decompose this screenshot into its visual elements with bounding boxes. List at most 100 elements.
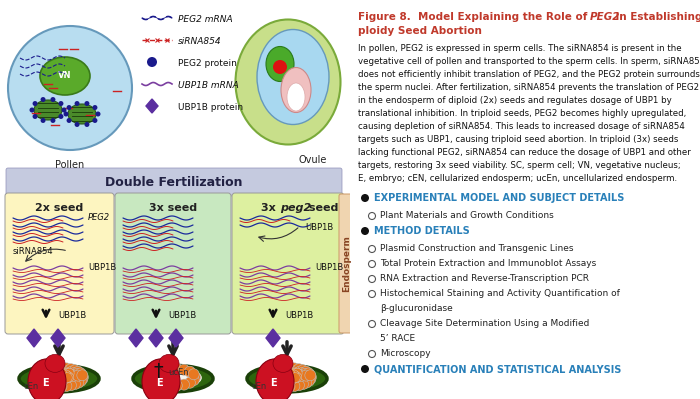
Circle shape: [41, 97, 46, 102]
Circle shape: [291, 365, 302, 376]
Circle shape: [75, 122, 80, 127]
Circle shape: [289, 368, 299, 378]
Circle shape: [190, 372, 200, 383]
Circle shape: [66, 118, 71, 123]
Circle shape: [258, 373, 270, 385]
Text: METHOD DETAILS: METHOD DETAILS: [374, 226, 470, 236]
Text: vegetative cell of pollen and transported to the sperm cells. In sperm, siRNA854: vegetative cell of pollen and transporte…: [358, 57, 700, 66]
Ellipse shape: [257, 30, 329, 124]
Circle shape: [280, 369, 290, 379]
Ellipse shape: [256, 359, 294, 399]
Circle shape: [58, 366, 69, 377]
Circle shape: [57, 369, 67, 379]
Circle shape: [57, 372, 67, 382]
Circle shape: [54, 369, 64, 379]
Text: UBP1B: UBP1B: [315, 263, 343, 273]
Circle shape: [48, 365, 59, 375]
Circle shape: [279, 372, 289, 382]
Circle shape: [277, 366, 288, 377]
Circle shape: [62, 107, 66, 113]
Circle shape: [92, 118, 97, 123]
Circle shape: [55, 366, 66, 377]
Circle shape: [73, 377, 84, 388]
Circle shape: [33, 101, 38, 106]
Circle shape: [292, 368, 302, 378]
Circle shape: [33, 114, 38, 119]
Circle shape: [34, 373, 46, 384]
Circle shape: [298, 379, 309, 389]
Circle shape: [146, 372, 157, 383]
Circle shape: [276, 365, 286, 375]
Circle shape: [48, 373, 58, 383]
Circle shape: [50, 375, 60, 385]
Circle shape: [147, 57, 157, 67]
Ellipse shape: [142, 359, 180, 399]
Circle shape: [63, 378, 74, 389]
Ellipse shape: [281, 67, 311, 113]
Circle shape: [295, 369, 305, 380]
Text: targets such as UBP1, causing triploid seed abortion. In triploid (3x) seeds: targets such as UBP1, causing triploid s…: [358, 135, 678, 144]
Text: Plasmid Construction and Transgenic Lines: Plasmid Construction and Transgenic Line…: [380, 244, 573, 253]
Circle shape: [29, 107, 34, 113]
Ellipse shape: [45, 354, 65, 372]
Circle shape: [47, 376, 57, 385]
Circle shape: [304, 373, 316, 385]
Circle shape: [188, 369, 199, 380]
Circle shape: [30, 373, 41, 385]
Circle shape: [305, 372, 316, 383]
Circle shape: [55, 377, 66, 388]
Circle shape: [49, 366, 60, 377]
Circle shape: [48, 379, 59, 390]
Circle shape: [52, 366, 63, 377]
Circle shape: [52, 364, 62, 375]
Circle shape: [66, 366, 78, 377]
Circle shape: [65, 380, 76, 391]
Text: in the endosperm of diploid (2x) seeds and regulates dosage of UBP1 by: in the endosperm of diploid (2x) seeds a…: [358, 96, 672, 105]
Circle shape: [277, 377, 288, 388]
Circle shape: [61, 381, 72, 391]
Circle shape: [276, 368, 286, 378]
Text: translational inhibition. In triploid seeds, PEG2 becomes highly upregulated,: translational inhibition. In triploid se…: [358, 109, 686, 118]
Circle shape: [63, 371, 73, 381]
Text: Endosperm: Endosperm: [342, 235, 351, 292]
Text: In pollen, PEG2 is expressed in sperm cells. The siRNA854 is present in the: In pollen, PEG2 is expressed in sperm ce…: [358, 44, 682, 53]
Circle shape: [280, 366, 291, 377]
Text: UBP1B protein: UBP1B protein: [178, 103, 243, 111]
Circle shape: [281, 369, 291, 379]
Text: PEG2: PEG2: [88, 213, 110, 223]
Text: UBP1B: UBP1B: [88, 263, 116, 273]
Polygon shape: [146, 99, 158, 113]
Text: †: †: [153, 362, 163, 381]
Circle shape: [38, 365, 48, 376]
Circle shape: [273, 60, 287, 74]
Circle shape: [269, 377, 279, 388]
Circle shape: [267, 373, 279, 384]
Circle shape: [284, 379, 295, 390]
Circle shape: [269, 366, 279, 377]
Ellipse shape: [266, 47, 294, 81]
Circle shape: [47, 370, 57, 380]
Text: UBP1B: UBP1B: [285, 310, 314, 320]
Ellipse shape: [287, 83, 305, 111]
Circle shape: [293, 375, 304, 386]
Circle shape: [41, 369, 52, 380]
Circle shape: [56, 381, 67, 392]
Circle shape: [284, 364, 295, 375]
Circle shape: [50, 118, 55, 123]
Circle shape: [262, 377, 273, 388]
Circle shape: [147, 375, 158, 385]
Text: 2x seed: 2x seed: [35, 203, 83, 213]
Text: Histochemical Staining and Activity Quantification of: Histochemical Staining and Activity Quan…: [380, 289, 620, 298]
Circle shape: [300, 369, 310, 379]
Ellipse shape: [30, 367, 88, 389]
Polygon shape: [266, 329, 280, 347]
Circle shape: [275, 376, 285, 385]
Circle shape: [300, 373, 312, 384]
Circle shape: [77, 373, 88, 385]
Circle shape: [8, 26, 132, 150]
Circle shape: [188, 375, 199, 385]
Circle shape: [288, 377, 300, 387]
Circle shape: [52, 379, 62, 390]
Circle shape: [288, 373, 298, 383]
Circle shape: [295, 373, 307, 384]
